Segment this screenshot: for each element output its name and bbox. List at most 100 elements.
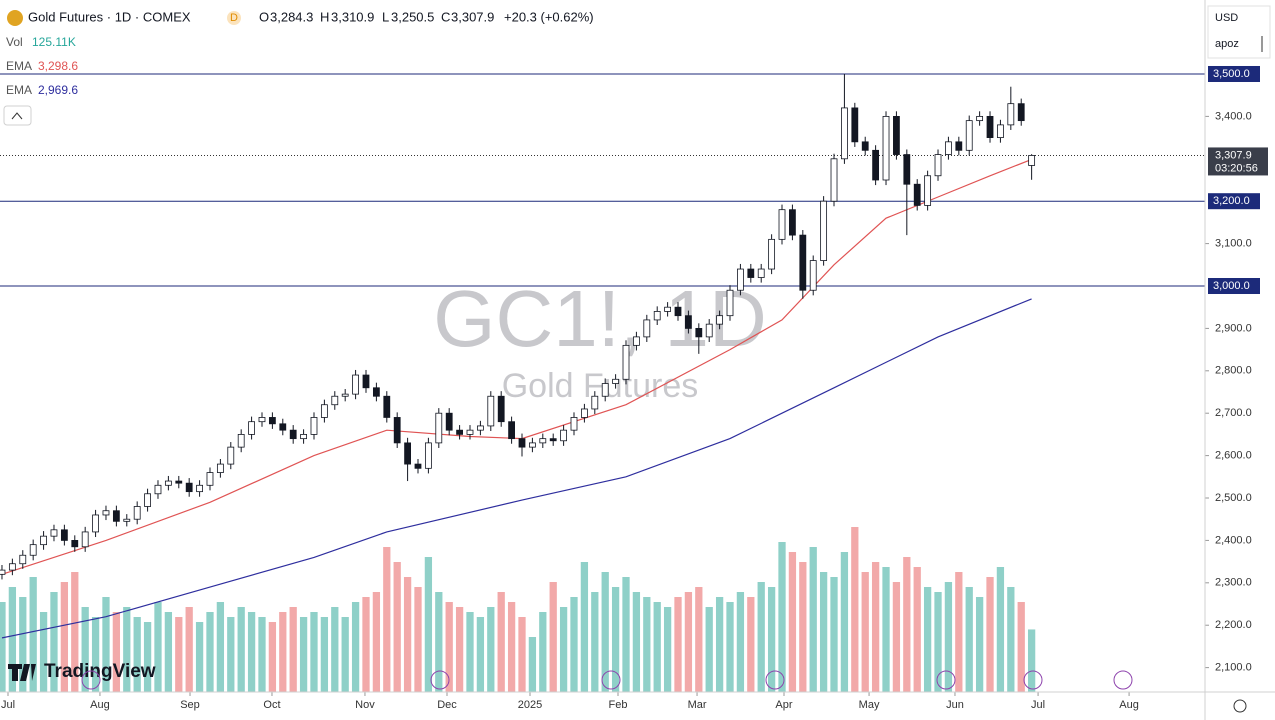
volume-bar xyxy=(237,607,245,692)
candle-body xyxy=(487,395,495,427)
volume-bar xyxy=(788,552,797,692)
volume-bar xyxy=(840,552,849,692)
candle-body xyxy=(19,554,27,565)
candle-body xyxy=(50,529,58,537)
volume-bar xyxy=(455,607,464,692)
volume-bar xyxy=(81,607,89,692)
volume-bar xyxy=(206,612,214,692)
candle-body xyxy=(300,434,307,440)
x-tick-label: Jul xyxy=(1,699,15,711)
badge xyxy=(227,11,241,25)
volume-bar xyxy=(279,612,287,692)
volume-bar xyxy=(549,582,557,692)
candle-body xyxy=(508,421,515,440)
price-label: 3,000.0 xyxy=(1213,280,1250,292)
candle-body xyxy=(872,149,880,181)
volume-bar xyxy=(299,617,308,692)
candle-body xyxy=(102,510,110,516)
candle-body xyxy=(393,417,401,444)
volume-bar xyxy=(570,597,578,692)
indicator-name: Vol xyxy=(6,35,23,49)
event-icon[interactable] xyxy=(430,670,450,690)
volume-bar xyxy=(164,612,173,692)
candle-body xyxy=(1028,155,1036,166)
candle-body xyxy=(612,378,620,384)
ohlc-key: L xyxy=(382,9,389,24)
volume-bar xyxy=(1007,587,1015,692)
candle-body xyxy=(216,463,224,473)
volume-bar xyxy=(195,622,204,692)
volume-bar xyxy=(487,607,495,692)
candle-body xyxy=(456,429,463,435)
volume-bar xyxy=(435,592,443,692)
candle-body xyxy=(570,417,578,431)
event-icon[interactable] xyxy=(765,670,785,690)
candle-body xyxy=(601,383,609,397)
candle-body xyxy=(622,344,630,380)
candle-body xyxy=(591,395,599,410)
candle-body xyxy=(674,306,682,317)
y-tick-label: 2,100.0 xyxy=(1215,662,1252,674)
scale-mode[interactable]: apoz xyxy=(1215,38,1239,50)
candle-body xyxy=(237,434,245,448)
x-tick-label: Aug xyxy=(1119,699,1139,711)
candle-body xyxy=(289,429,297,440)
candle-body xyxy=(789,209,796,236)
scale-box[interactable] xyxy=(1207,5,1271,59)
candle-body xyxy=(518,438,526,448)
volume-bar xyxy=(341,617,349,692)
volume-bar xyxy=(819,572,828,692)
ohlc-key: H xyxy=(320,9,329,24)
candle-body xyxy=(362,374,370,389)
volume-bar xyxy=(726,602,734,692)
candle-body xyxy=(60,529,68,541)
candle-body xyxy=(206,472,214,486)
x-tick-label: Mar xyxy=(688,699,707,711)
price-label-box xyxy=(1208,65,1260,82)
volume-bar xyxy=(268,622,277,692)
candle-body xyxy=(653,311,661,321)
volume-bar xyxy=(331,607,339,692)
watermark-name: Gold Futures xyxy=(502,367,699,405)
event-icon[interactable] xyxy=(1023,670,1043,690)
candle-body xyxy=(778,209,786,240)
volume-bar xyxy=(216,602,225,692)
header: Gold Futures · 1D · COMEX D O 3,284.3 H … xyxy=(3,5,1271,713)
candle-body xyxy=(997,124,1004,138)
volume-bar xyxy=(736,592,745,692)
ema-line xyxy=(1,298,1032,639)
volume-bar xyxy=(580,562,589,692)
event-icon[interactable] xyxy=(601,670,621,690)
volume-bar xyxy=(403,577,412,692)
collapse-button[interactable] xyxy=(3,105,32,126)
volume-bar xyxy=(611,587,620,692)
volume-bar xyxy=(632,592,641,692)
volume-bar xyxy=(351,602,360,692)
logo: TradingView xyxy=(8,661,156,682)
candle-body xyxy=(1017,103,1025,122)
candle-body xyxy=(986,115,994,138)
volume-bar xyxy=(757,582,765,692)
candle-body xyxy=(133,506,141,520)
event-icon[interactable] xyxy=(936,670,956,690)
volume-bar xyxy=(851,527,859,692)
event-icon[interactable] xyxy=(81,670,101,690)
candle-body xyxy=(737,268,744,291)
volume-bar xyxy=(50,592,58,692)
indicator-name: EMA xyxy=(6,83,32,97)
volume-bar xyxy=(892,582,901,692)
volume-bar xyxy=(767,587,776,692)
ohlc-value: 3,250.5 xyxy=(391,9,434,24)
volume-bar xyxy=(674,597,682,692)
volume-bar xyxy=(362,597,370,692)
volume-bar xyxy=(944,582,953,692)
candle-body xyxy=(310,417,318,435)
event-icons xyxy=(81,670,1133,690)
candle-body xyxy=(924,175,932,206)
settings-icon[interactable] xyxy=(1233,699,1247,713)
volume-bar xyxy=(8,587,17,692)
candle-body xyxy=(185,482,193,493)
currency[interactable]: USD xyxy=(1215,12,1238,24)
event-icon[interactable] xyxy=(1113,670,1133,690)
